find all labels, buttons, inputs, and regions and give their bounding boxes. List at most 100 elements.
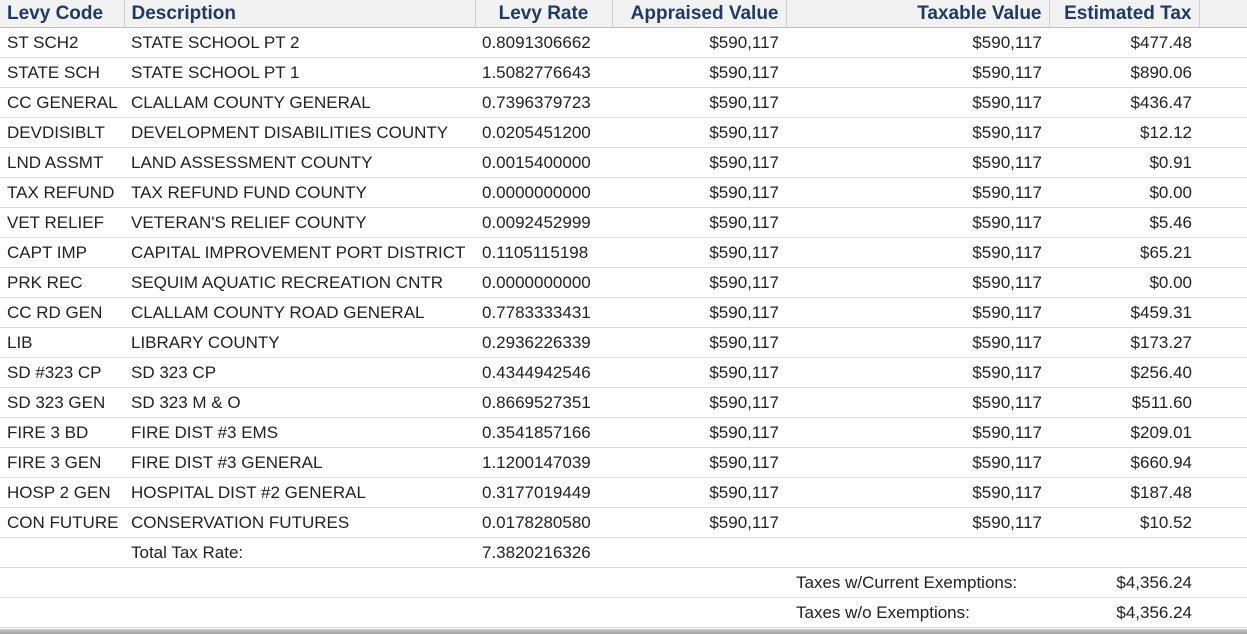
table-row[interactable]: CAPT IMP CAPITAL IMPROVEMENT PORT DISTRIC… [0,237,1247,268]
table-row[interactable]: SD #323 CP SD 323 CP 0.4344942546 $590,117 $… [0,357,1247,388]
cell-description: STATE SCHOOL PT 1 [124,57,475,88]
header-estimated-tax[interactable]: Estimated Tax [1049,0,1200,28]
total-rate-label: Total Tax Rate: [124,537,475,568]
cell-levy-rate: 0.7396379723 [475,87,612,118]
cell-taxable-value: $590,117 [786,117,1049,148]
cell-levy-code: ST SCH2 [0,27,124,58]
header-levy-rate[interactable]: Levy Rate [475,0,613,28]
table-row[interactable]: VET RELIEF VETERAN'S RELIEF COUNTY 0.00924… [0,207,1247,238]
cell-levy-rate: 0.8669527351 [475,387,612,418]
without-exemptions-empty-3 [475,597,612,628]
cell-taxable-value: $590,117 [786,57,1049,88]
cell-estimated-tax: $187.48 [1049,477,1199,508]
cell-appraised-value: $590,117 [612,447,786,478]
table-row[interactable]: LND ASSMT LAND ASSESSMENT COUNTY 0.0015400… [0,147,1247,178]
cell-levy-rate: 1.5082776643 [475,57,612,88]
table-row[interactable]: CON FUTURE CONSERVATION FUTURES 0.01782805… [0,507,1247,538]
cell-estimated-tax: $660.94 [1049,447,1199,478]
cell-description: LIBRARY COUNTY [124,327,475,358]
cell-estimated-tax: $209.01 [1049,417,1199,448]
cell-appraised-value: $590,117 [612,147,786,178]
cell-levy-code: DEVDISIBLT [0,117,124,148]
cell-estimated-tax: $436.47 [1049,87,1199,118]
cell-appraised-value: $590,117 [612,177,786,208]
cell-taxable-value: $590,117 [786,327,1049,358]
header-appraised-value[interactable]: Appraised Value [612,0,787,28]
cell-appraised-value: $590,117 [612,357,786,388]
current-exemptions-row: Taxes w/Current Exemptions: $4,356.24 [0,567,1247,598]
cell-appraised-value: $590,117 [612,297,786,328]
total-rate-row: Total Tax Rate: 7.3820216326 [0,537,1247,568]
cell-description: CLALLAM COUNTY GENERAL [124,87,475,118]
cell-levy-code: CC RD GEN [0,297,124,328]
cell-levy-rate: 0.0000000000 [475,267,612,298]
table-row[interactable]: STATE SCH STATE SCHOOL PT 1 1.5082776643 $5… [0,57,1247,88]
cell-appraised-value: $590,117 [612,507,786,538]
cell-levy-rate: 0.3541857166 [475,417,612,448]
cell-levy-code: CON FUTURE [0,507,124,538]
total-rate-empty-3 [786,537,1049,568]
table-row[interactable]: DEVDISIBLT DEVELOPMENT DISABILITIES COUNT… [0,117,1247,148]
cell-appraised-value: $590,117 [612,117,786,148]
cell-description: DEVELOPMENT DISABILITIES COUNTY [124,117,475,148]
cell-levy-rate: 0.0205451200 [475,117,612,148]
table-row[interactable]: SD 323 GEN SD 323 M & O 0.8669527351 $590,1… [0,387,1247,418]
cell-estimated-tax: $0.00 [1049,177,1199,208]
cell-levy-code: PRK REC [0,267,124,298]
current-exemptions-empty-3 [475,567,612,598]
cell-levy-code: STATE SCH [0,57,124,88]
table-row[interactable]: LIB LIBRARY COUNTY 0.2936226339 $590,117 $59… [0,327,1247,358]
cell-estimated-tax: $173.27 [1049,327,1199,358]
table-row[interactable]: TAX REFUND TAX REFUND FUND COUNTY 0.000000… [0,177,1247,208]
header-taxable-value[interactable]: Taxable Value [786,0,1050,28]
table-row[interactable]: CC GENERAL CLALLAM COUNTY GENERAL 0.739637… [0,87,1247,118]
cell-taxable-value: $590,117 [786,177,1049,208]
cell-spacer [1199,87,1247,118]
cell-levy-code: SD 323 GEN [0,387,124,418]
current-exemptions-value: $4,356.24 [1049,567,1199,598]
cell-spacer [1199,387,1247,418]
header-levy-code[interactable]: Levy Code [0,0,125,28]
totals-section: Total Tax Rate: 7.3820216326 Taxes w/Cur… [0,537,1247,628]
table-row[interactable]: HOSP 2 GEN HOSPITAL DIST #2 GENERAL 0.3177… [0,477,1247,508]
cell-estimated-tax: $256.40 [1049,357,1199,388]
cell-taxable-value: $590,117 [786,447,1049,478]
cell-levy-rate: 1.1200147039 [475,447,612,478]
cell-levy-code: CAPT IMP [0,237,124,268]
cell-estimated-tax: $5.46 [1049,207,1199,238]
cell-description: STATE SCHOOL PT 2 [124,27,475,58]
cell-description: SD 323 M & O [124,387,475,418]
current-exemptions-empty-1 [0,567,124,598]
cell-levy-rate: 0.1105115198 [475,237,612,268]
cell-estimated-tax: $0.00 [1049,267,1199,298]
cell-levy-code: TAX REFUND [0,177,124,208]
cell-levy-code: CC GENERAL [0,87,124,118]
current-exemptions-label: Taxes w/Current Exemptions: [786,567,1049,598]
cell-taxable-value: $590,117 [786,477,1049,508]
current-exemptions-empty-2 [124,567,475,598]
cell-estimated-tax: $477.48 [1049,27,1199,58]
cell-spacer [1199,447,1247,478]
cell-taxable-value: $590,117 [786,237,1049,268]
total-rate-empty-5 [1199,537,1247,568]
cell-levy-code: SD #323 CP [0,357,124,388]
table-row[interactable]: FIRE 3 BD FIRE DIST #3 EMS 0.3541857166 $59… [0,417,1247,448]
table-row[interactable]: ST SCH2 STATE SCHOOL PT 2 0.8091306662 $590… [0,27,1247,58]
table-row[interactable]: CC RD GEN CLALLAM COUNTY ROAD GENERAL 0.77… [0,297,1247,328]
cell-levy-rate: 0.7783333431 [475,297,612,328]
cell-taxable-value: $590,117 [786,267,1049,298]
cell-spacer [1199,237,1247,268]
cell-spacer [1199,357,1247,388]
cell-taxable-value: $590,117 [786,417,1049,448]
cell-description: LAND ASSESSMENT COUNTY [124,147,475,178]
without-exemptions-value: $4,356.24 [1049,597,1199,628]
total-rate-value: 7.3820216326 [475,537,612,568]
total-rate-empty-4 [1049,537,1199,568]
table-row[interactable]: PRK REC SEQUIM AQUATIC RECREATION CNTR 0.0… [0,267,1247,298]
cell-description: SEQUIM AQUATIC RECREATION CNTR [124,267,475,298]
header-description[interactable]: Description [124,0,476,28]
table-row[interactable]: FIRE 3 GEN FIRE DIST #3 GENERAL 1.12001470… [0,447,1247,478]
cell-description: FIRE DIST #3 GENERAL [124,447,475,478]
cell-levy-code: HOSP 2 GEN [0,477,124,508]
cell-levy-code: FIRE 3 GEN [0,447,124,478]
